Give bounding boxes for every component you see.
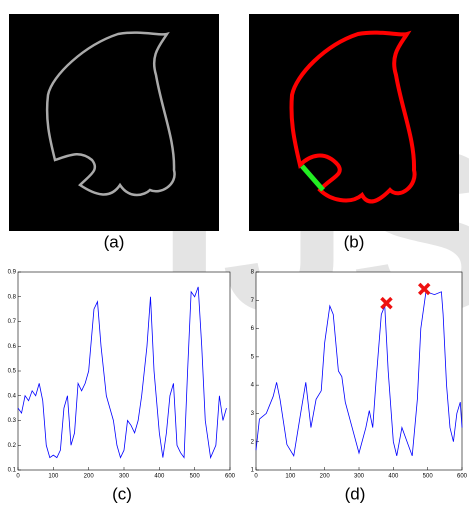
x-tick-label: 200 <box>84 474 95 480</box>
x-tick-label: 200 <box>320 474 331 480</box>
y-tick-label: 0.8 <box>8 294 17 300</box>
panel-label: (b) <box>344 232 365 251</box>
y-tick-label: 2 <box>251 439 255 445</box>
x-tick-label: 400 <box>388 474 399 480</box>
page: {"watermark": "IJS", "panels": ["(a)", "… <box>0 0 469 508</box>
plot-area <box>256 272 462 470</box>
y-tick-label: 0.2 <box>8 443 17 449</box>
y-tick-label: 0.1 <box>8 468 17 474</box>
x-tick-label: 500 <box>190 474 201 480</box>
x-tick-label: 400 <box>154 474 165 480</box>
y-tick-label: 0.4 <box>8 393 17 399</box>
panel-label: (a) <box>104 232 125 251</box>
image-a <box>9 14 219 231</box>
y-tick-label: 4 <box>251 383 255 389</box>
x-tick-label: 600 <box>457 474 468 480</box>
x-tick-label: 0 <box>16 474 20 480</box>
y-tick-label: 3 <box>251 411 255 417</box>
y-tick-label: 0.3 <box>8 418 17 424</box>
x-tick-label: 300 <box>119 474 130 480</box>
x-tick-label: 500 <box>423 474 434 480</box>
x-tick-label: 300 <box>354 474 365 480</box>
figure: IJS (a) (b) (c) (d) 01002003004005006000… <box>0 0 469 508</box>
y-tick-label: 0.5 <box>8 369 17 375</box>
plot-area <box>18 272 230 470</box>
x-tick-label: 0 <box>254 474 258 480</box>
x-tick-label: 600 <box>225 474 236 480</box>
x-tick-label: 100 <box>285 474 296 480</box>
y-tick-label: 0.9 <box>8 270 17 276</box>
panel-label: (d) <box>345 484 366 503</box>
y-tick-label: 0.6 <box>8 344 17 350</box>
y-tick-label: 0.7 <box>8 319 17 325</box>
x-tick-label: 100 <box>48 474 59 480</box>
panel-label: (c) <box>112 484 132 503</box>
